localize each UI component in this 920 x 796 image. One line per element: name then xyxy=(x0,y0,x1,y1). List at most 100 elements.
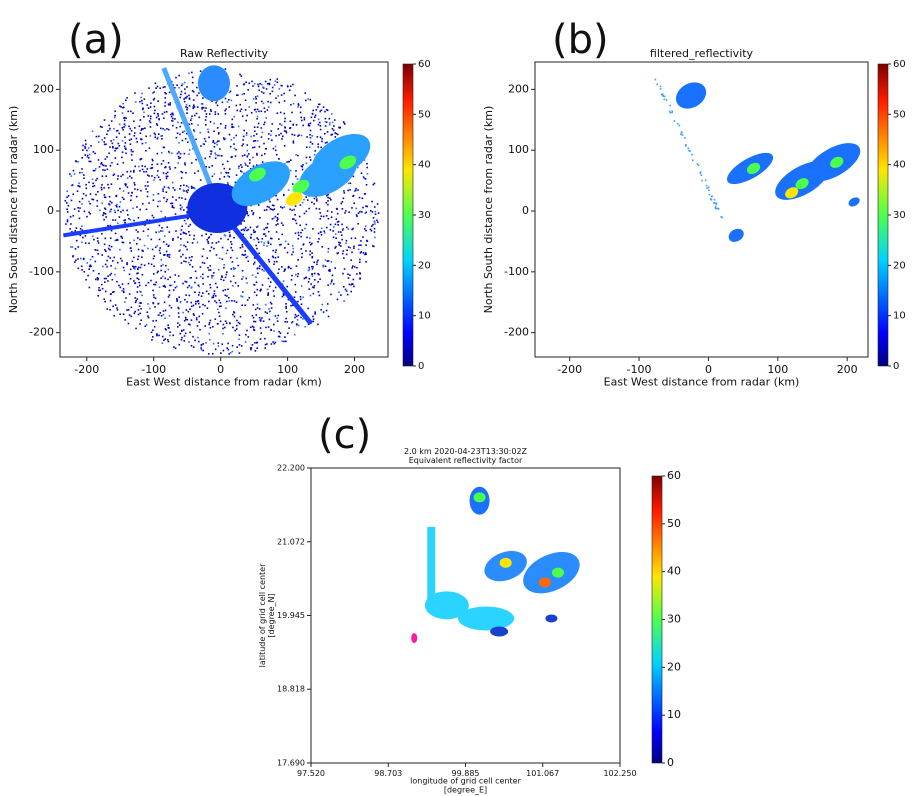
clutter xyxy=(180,177,183,179)
clutter xyxy=(133,219,135,222)
clutter xyxy=(244,162,246,165)
clutter xyxy=(190,162,193,164)
clutter xyxy=(144,165,146,168)
clutter xyxy=(214,348,217,351)
panel-label: (b) xyxy=(552,17,609,63)
clutter xyxy=(208,269,210,271)
clutter xyxy=(145,324,148,326)
clutter xyxy=(141,168,144,171)
clutter xyxy=(256,115,259,118)
clutter xyxy=(178,324,181,326)
clutter xyxy=(142,250,144,252)
clutter xyxy=(204,140,207,143)
clutter xyxy=(311,134,313,137)
clutter xyxy=(330,113,333,115)
clutter xyxy=(66,190,68,193)
clutter xyxy=(169,276,171,279)
clutter xyxy=(706,187,708,189)
clutter xyxy=(227,288,229,291)
clutter xyxy=(241,295,244,298)
clutter xyxy=(272,256,275,259)
clutter xyxy=(281,233,284,236)
clutter xyxy=(194,291,196,294)
clutter xyxy=(77,258,79,260)
clutter xyxy=(255,111,258,113)
clutter xyxy=(231,126,234,129)
clutter xyxy=(225,322,228,324)
clutter xyxy=(276,219,278,222)
clutter xyxy=(277,95,279,97)
clutter xyxy=(351,228,353,231)
clutter xyxy=(121,283,124,285)
clutter xyxy=(101,126,103,128)
clutter xyxy=(269,200,271,203)
clutter xyxy=(155,231,157,234)
clutter xyxy=(242,233,244,236)
clutter xyxy=(209,319,212,322)
clutter xyxy=(238,352,241,354)
clutter xyxy=(713,198,716,201)
clutter xyxy=(680,133,682,136)
clutter xyxy=(143,115,145,118)
clutter xyxy=(350,283,353,286)
clutter xyxy=(161,227,163,229)
clutter xyxy=(197,336,199,339)
clutter xyxy=(219,320,222,323)
clutter xyxy=(152,294,155,296)
clutter xyxy=(86,262,89,264)
clutter xyxy=(151,158,154,161)
clutter xyxy=(128,125,130,128)
clutter xyxy=(287,243,290,245)
radar-image xyxy=(654,78,861,242)
clutter xyxy=(197,124,199,126)
clutter xyxy=(104,207,106,210)
clutter xyxy=(238,322,241,325)
clutter xyxy=(321,303,323,306)
clutter xyxy=(285,130,287,133)
clutter xyxy=(125,117,127,119)
clutter xyxy=(122,161,125,164)
clutter xyxy=(173,206,175,209)
clutter xyxy=(93,238,95,241)
clutter xyxy=(99,289,101,292)
clutter xyxy=(372,217,375,219)
clutter xyxy=(288,89,291,92)
clutter xyxy=(182,311,184,314)
clutter xyxy=(156,205,159,208)
clutter xyxy=(163,111,166,114)
clutter xyxy=(243,83,245,86)
clutter xyxy=(301,201,304,204)
clutter xyxy=(248,106,251,108)
clutter xyxy=(104,281,106,283)
clutter xyxy=(115,204,118,207)
clutter xyxy=(373,206,376,208)
clutter xyxy=(122,106,124,109)
clutter xyxy=(230,138,233,141)
clutter xyxy=(173,189,176,191)
clutter xyxy=(183,335,186,337)
clutter xyxy=(236,94,238,96)
clutter xyxy=(251,344,254,346)
clutter xyxy=(314,150,317,152)
clutter xyxy=(137,258,139,261)
clutter xyxy=(169,104,171,106)
clutter xyxy=(362,176,365,178)
clutter xyxy=(183,152,186,155)
clutter xyxy=(132,150,134,153)
colorbar-tick-label: 10 xyxy=(893,311,906,322)
clutter xyxy=(164,97,167,99)
clutter xyxy=(240,229,243,231)
clutter xyxy=(179,156,182,159)
clutter xyxy=(125,99,127,102)
clutter xyxy=(152,257,155,260)
clutter xyxy=(228,300,231,302)
clutter xyxy=(178,151,180,153)
clutter xyxy=(177,162,180,164)
clutter xyxy=(107,275,109,277)
clutter xyxy=(298,134,300,136)
clutter xyxy=(329,223,332,226)
clutter xyxy=(178,157,180,160)
clutter xyxy=(85,187,88,190)
clutter xyxy=(300,231,302,234)
clutter xyxy=(252,326,255,329)
